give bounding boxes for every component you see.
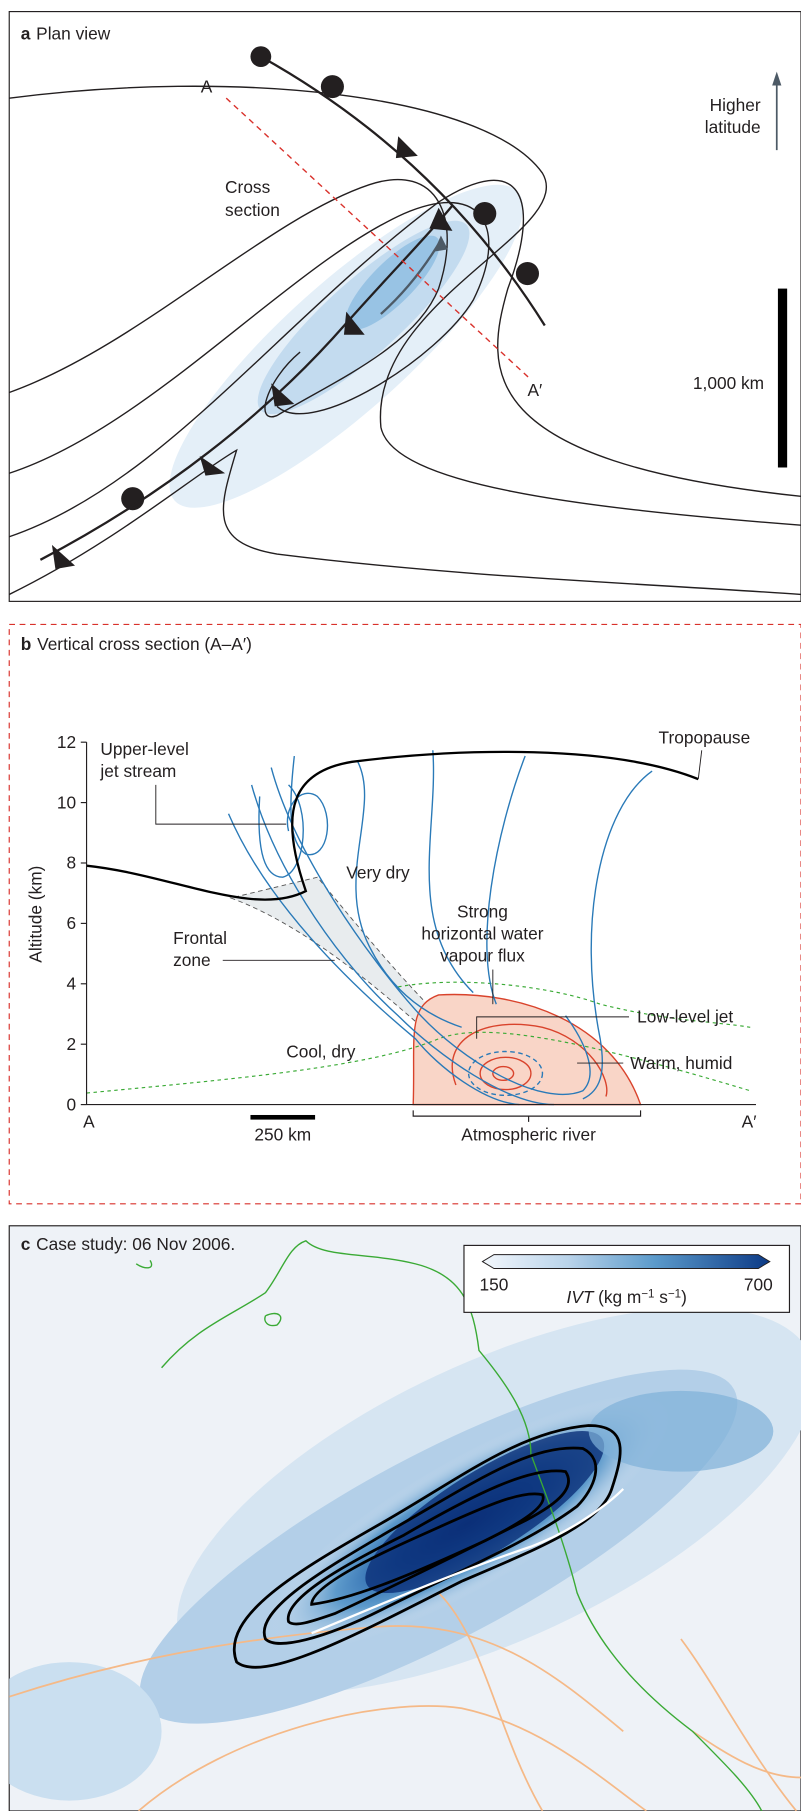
y-tick-label: 12: [57, 732, 76, 752]
ivt-field: [589, 1391, 774, 1472]
point-label: A′: [527, 380, 542, 400]
annotation: Higher: [710, 95, 761, 115]
scale-label: 1,000 km: [693, 373, 764, 393]
annotation: Tropopause: [659, 727, 751, 747]
leader: [698, 750, 701, 779]
panel-letter: c: [21, 1234, 31, 1254]
panel-title: Vertical cross section (A–A′): [37, 634, 252, 654]
axis-end-label: A′: [742, 1112, 757, 1132]
y-tick-label: 10: [57, 792, 76, 812]
y-tick-label: 0: [67, 1094, 77, 1114]
annotation: Frontal: [173, 928, 227, 948]
y-tick-label: 6: [67, 913, 77, 933]
panel-letter: b: [21, 634, 32, 654]
colorbar-label: 700: [744, 1274, 773, 1294]
annotation: latitude: [705, 117, 761, 137]
annotation: Low-level jet: [637, 1007, 733, 1027]
unit: (kg m: [598, 1287, 641, 1307]
annotation: Atmospheric river: [461, 1124, 596, 1144]
unit: s: [654, 1287, 668, 1307]
annotation: Strong: [457, 902, 508, 922]
scale-bar: [778, 289, 787, 468]
panel-letter: a: [21, 23, 31, 43]
exponent: −1: [641, 1288, 654, 1300]
annotation: Very dry: [346, 862, 410, 882]
axis-end-label: A: [83, 1112, 95, 1132]
variable: IVT: [567, 1287, 595, 1307]
panel-frame: [9, 624, 801, 1203]
point-label: A: [201, 76, 213, 96]
scale-bar: [250, 1115, 315, 1120]
leader: [156, 785, 286, 824]
y-axis-label: Altitude (km): [26, 866, 46, 963]
annotation: section: [225, 200, 280, 220]
bracket: [413, 1110, 640, 1122]
y-tick-label: 4: [67, 974, 77, 994]
annotation: vapour flux: [440, 945, 525, 965]
colorbar: [482, 1255, 769, 1269]
annotation: horizontal water: [421, 924, 543, 944]
colorbar-label: 150: [480, 1274, 509, 1294]
annotation: Upper-level: [100, 739, 188, 759]
y-tick-label: 2: [67, 1034, 77, 1054]
annotation: Cool, dry: [286, 1041, 356, 1061]
annotation: jet stream: [99, 761, 176, 781]
panel-title: Plan view: [36, 23, 111, 43]
annotation: Cross: [225, 177, 271, 197]
scale-label: 250 km: [254, 1124, 311, 1144]
figure: aPlan view A A′ Cross section Higher lat…: [0, 0, 801, 1811]
annotation: zone: [173, 950, 211, 970]
y-tick-label: 8: [67, 853, 77, 873]
unit: ): [681, 1287, 687, 1307]
annotation: Warm, humid: [630, 1053, 732, 1073]
panel-title: Case study: 06 Nov 2006.: [36, 1234, 235, 1254]
exponent: −1: [668, 1288, 681, 1300]
